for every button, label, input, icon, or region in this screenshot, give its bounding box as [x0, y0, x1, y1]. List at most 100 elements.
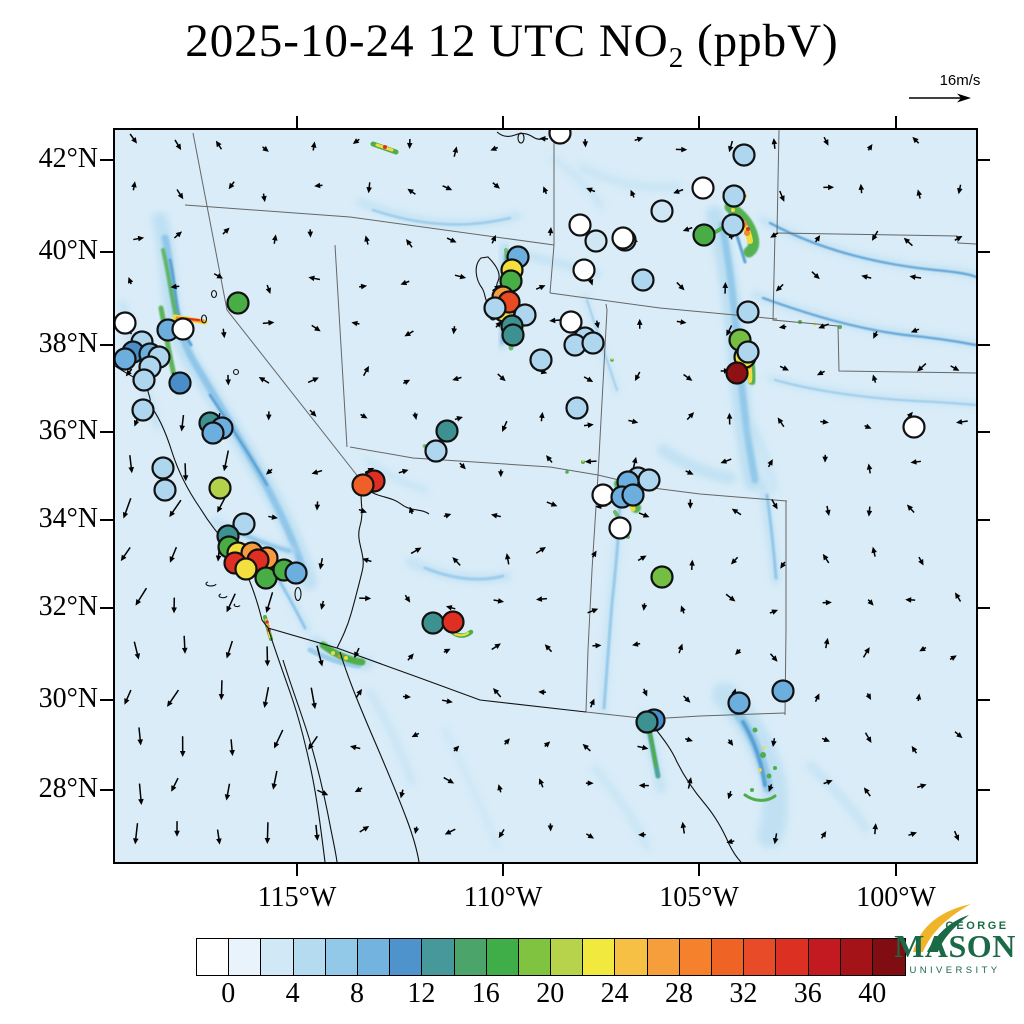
- wind-arrow: [543, 741, 551, 748]
- wind-arrow: [539, 411, 545, 422]
- wind-arrow: [823, 637, 830, 649]
- wind-arrow: [308, 735, 318, 750]
- colorbar-cell: [486, 939, 519, 975]
- station-marker: [132, 368, 156, 392]
- wind-arrow: [594, 320, 600, 329]
- lon-tick-label: 115°W: [257, 882, 337, 913]
- lat-tick-label: 40°N: [38, 235, 98, 266]
- wind-arrow: [441, 698, 453, 704]
- colorbar-tick-label: 20: [536, 978, 565, 1009]
- wind-arrow: [587, 608, 599, 614]
- colorbar-cell: [744, 939, 777, 975]
- wind-arrow: [818, 323, 829, 329]
- wind-arrow: [771, 499, 778, 510]
- wind-arrow: [261, 193, 267, 203]
- wind-arrow: [271, 770, 278, 790]
- wind-arrow: [359, 826, 370, 833]
- lon-tick-mark-top: [698, 116, 700, 129]
- wind-arrow: [354, 786, 363, 793]
- wind-arrow: [686, 412, 695, 421]
- lat-tick-mark-right: [976, 519, 990, 521]
- wind-arrow: [265, 592, 274, 613]
- wind-arrow: [226, 593, 236, 613]
- wind-arrow: [539, 136, 549, 142]
- wind-arrow: [722, 281, 729, 294]
- colorbar-tick-label: 36: [793, 978, 822, 1009]
- wind-arrow: [589, 698, 595, 708]
- lon-tick-label: 100°W: [856, 882, 936, 913]
- wind-arrow: [215, 140, 223, 150]
- wind-arrow: [311, 469, 323, 475]
- wind-arrow: [777, 417, 785, 428]
- wind-arrow: [452, 375, 462, 382]
- logo-text-university: UNIVERSITY: [909, 965, 1000, 976]
- wind-arrow: [816, 370, 825, 376]
- wind-vector-field: [120, 133, 968, 845]
- wind-arrow: [407, 188, 416, 195]
- station-marker: [608, 516, 632, 540]
- wind-arrow: [120, 547, 131, 562]
- wind-arrow: [954, 731, 963, 739]
- wind-arrow: [174, 139, 182, 151]
- wind-arrow: [820, 419, 829, 425]
- station-marker: [234, 557, 258, 581]
- wind-arrow: [908, 831, 917, 837]
- wind-arrow: [535, 596, 548, 602]
- wind-arrow: [730, 556, 739, 565]
- wind-arrow: [953, 830, 960, 842]
- wind-arrow: [858, 183, 865, 194]
- wind-arrow: [954, 592, 962, 602]
- wind-arrow: [865, 693, 872, 700]
- lat-tick-label: 28°N: [38, 773, 98, 804]
- lat-tick-mark-right: [976, 789, 990, 791]
- colorbar-tick-label: 0: [221, 978, 236, 1009]
- wind-arrow: [179, 736, 186, 758]
- lon-tick-mark-top: [502, 116, 504, 129]
- colorbar-cell: [422, 939, 455, 975]
- lon-tick-mark-bottom: [698, 862, 700, 876]
- wind-arrow: [493, 598, 505, 604]
- wind-arrow: [771, 138, 778, 149]
- wind-arrow: [124, 689, 132, 705]
- wind-arrow: [641, 603, 648, 611]
- station-marker: [725, 361, 749, 385]
- wind-arrow: [492, 182, 500, 189]
- wind-arrow: [359, 283, 368, 290]
- wind-arrow: [176, 189, 184, 200]
- wind-arrow: [584, 458, 597, 465]
- wind-arrow: [720, 458, 732, 464]
- wind-arrow: [264, 646, 271, 667]
- wind-arrow: [354, 647, 360, 659]
- wind-arrow: [274, 729, 284, 749]
- station-marker: [771, 679, 795, 703]
- wind-arrow: [459, 462, 466, 470]
- colorbar-tick-label: 4: [285, 978, 300, 1009]
- wind-arrow: [591, 550, 597, 558]
- colorbar-tick-label: 16: [471, 978, 500, 1009]
- colorbar-cell: [679, 939, 712, 975]
- station-marker: [441, 610, 465, 634]
- colorbar-cell: [229, 939, 262, 975]
- wind-arrow: [314, 182, 323, 189]
- lon-tick-mark-top: [296, 116, 298, 129]
- wind-arrow: [780, 561, 786, 569]
- title-suffix: (ppbV): [684, 15, 839, 67]
- colorbar-cell: [808, 939, 841, 975]
- wind-arrow: [317, 789, 329, 796]
- wind-arrow: [676, 281, 685, 291]
- wind-arrow: [262, 145, 269, 152]
- wind-arrow: [138, 783, 144, 806]
- wind-arrow: [726, 838, 735, 845]
- wind-arrow: [272, 234, 278, 244]
- wind-arrow: [137, 727, 143, 746]
- wind-arrow: [687, 499, 694, 509]
- station-marker: [559, 310, 583, 334]
- wind-arrow: [453, 745, 460, 752]
- wind-arrow: [258, 376, 270, 384]
- wind-arrow: [544, 644, 553, 653]
- wind-arrow: [351, 320, 360, 327]
- wind-arrow: [866, 506, 873, 517]
- wind-arrow: [451, 326, 458, 335]
- wind-arrow: [409, 506, 415, 515]
- station-marker: [722, 184, 746, 208]
